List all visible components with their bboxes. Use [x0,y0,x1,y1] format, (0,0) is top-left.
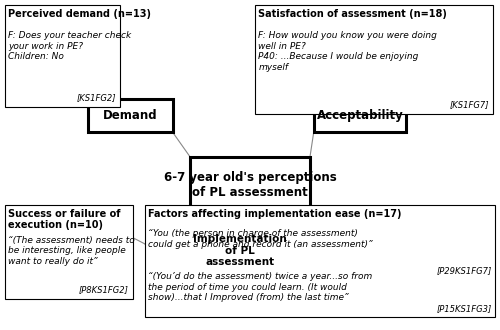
Text: “(You’d do the assessment) twice a year...so from
the period of time you could l: “(You’d do the assessment) twice a year.… [148,272,373,302]
Text: “(The assessment) needs to
be interesting, like people
want to really do it”: “(The assessment) needs to be interestin… [8,236,135,266]
Text: Implementation
of PL
assessment: Implementation of PL assessment [193,234,287,267]
Text: Factors affecting implementation ease (n=17): Factors affecting implementation ease (n… [148,209,402,218]
Bar [314,99,406,132]
Bar [88,99,172,132]
Text: Acceptability: Acceptability [316,109,404,122]
Bar [255,5,492,114]
Text: [P29KS1FG7]: [P29KS1FG7] [436,266,492,275]
Text: F: How would you know you were doing
well in PE?
P40: ...Because I would be enjo: F: How would you know you were doing wel… [258,31,438,72]
Bar [5,5,120,107]
Text: F: Does your teacher check
your work in PE?
Children: No: F: Does your teacher check your work in … [8,31,132,61]
Bar [201,228,279,273]
Text: 6-7 year old's perceptions
of PL assessment: 6-7 year old's perceptions of PL assessm… [164,171,336,199]
Text: [KS1FG7]: [KS1FG7] [450,100,489,109]
Bar [145,205,495,317]
Text: [KS1FG2]: [KS1FG2] [77,93,116,102]
Text: Demand: Demand [102,109,158,122]
Text: Satisfaction of assessment (n=18): Satisfaction of assessment (n=18) [258,9,448,19]
Bar [5,205,132,299]
Text: Perceived demand (n=13): Perceived demand (n=13) [8,9,152,19]
Text: [P8KS1FG2]: [P8KS1FG2] [79,285,129,294]
Bar [190,157,310,213]
Text: Success or failure of
execution (n=10): Success or failure of execution (n=10) [8,209,121,230]
Text: [P15KS1FG3]: [P15KS1FG3] [436,304,492,313]
Text: “You (the person in charge of the assessment)
could get a phone and record it (a: “You (the person in charge of the assess… [148,229,373,249]
